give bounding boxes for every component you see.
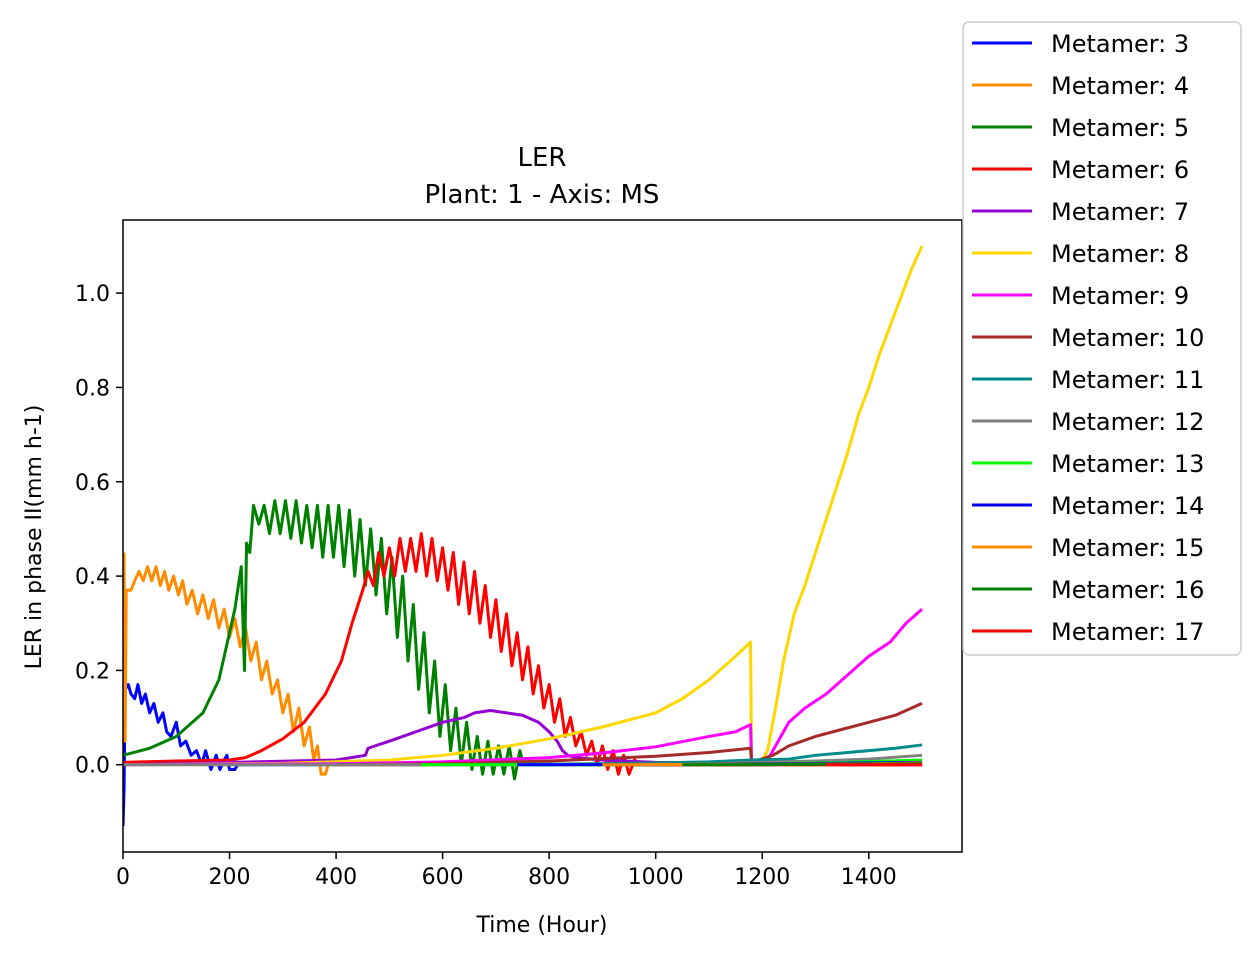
y-tick-label: 0.0 xyxy=(75,754,110,779)
legend-label: Metamer: 14 xyxy=(1051,492,1204,520)
y-tick-label: 0.4 xyxy=(75,565,110,590)
x-axis-label: Time (Hour) xyxy=(476,913,608,938)
legend-label: Metamer: 3 xyxy=(1051,30,1189,58)
series-line-2 xyxy=(123,552,923,776)
chart-subtitle: Plant: 1 - Axis: MS xyxy=(425,180,660,210)
y-axis: 0.0 0.2 0.4 0.6 0.8 1.0 xyxy=(75,282,123,779)
legend-label: Metamer: 15 xyxy=(1051,534,1204,562)
legend-label: Metamer: 8 xyxy=(1051,240,1189,268)
legend-label: Metamer: 13 xyxy=(1051,450,1204,478)
y-tick-label: 0.2 xyxy=(75,659,110,684)
series-line-3 xyxy=(123,499,923,781)
legend-label: Metamer: 4 xyxy=(1051,72,1189,100)
y-axis-label: LER in phase II(mm h-1) xyxy=(22,405,47,670)
series-line-4 xyxy=(123,532,923,776)
x-tick-label: 1000 xyxy=(628,865,684,890)
chart-title: LER xyxy=(518,143,567,173)
legend-label: Metamer: 5 xyxy=(1051,114,1189,142)
series-line-6 xyxy=(123,245,924,767)
y-tick-label: 1.0 xyxy=(75,282,110,307)
legend-label: Metamer: 11 xyxy=(1051,366,1204,394)
series-layer xyxy=(123,245,924,827)
legend-label: Metamer: 17 xyxy=(1051,618,1204,646)
x-tick-label: 0 xyxy=(116,865,130,890)
y-tick-label: 0.6 xyxy=(75,471,110,496)
x-tick-label: 400 xyxy=(315,865,357,890)
plot-frame xyxy=(122,219,963,853)
legend-label: Metamer: 10 xyxy=(1051,324,1204,352)
x-tick-label: 1400 xyxy=(841,865,897,890)
x-tick-label: 200 xyxy=(209,865,251,890)
x-tick-label: 1200 xyxy=(734,865,790,890)
chart-title-group: LER Plant: 1 - Axis: MS xyxy=(425,143,660,210)
legend-label: Metamer: 12 xyxy=(1051,408,1204,436)
legend-label: Metamer: 16 xyxy=(1051,576,1204,604)
x-tick-label: 600 xyxy=(422,865,464,890)
y-tick-label: 0.8 xyxy=(75,376,110,401)
legend-frame xyxy=(962,21,1242,656)
x-axis: 0 200 400 600 800 1000 1200 1400 xyxy=(116,852,897,890)
legend: Metamer: 3 Metamer: 4 Metamer: 5 Metamer: 6… xyxy=(962,21,1242,656)
legend-label: Metamer: 9 xyxy=(1051,282,1189,310)
x-tick-label: 800 xyxy=(528,865,570,890)
legend-label: Metamer: 7 xyxy=(1051,198,1189,226)
legend-label: Metamer: 6 xyxy=(1051,156,1189,184)
